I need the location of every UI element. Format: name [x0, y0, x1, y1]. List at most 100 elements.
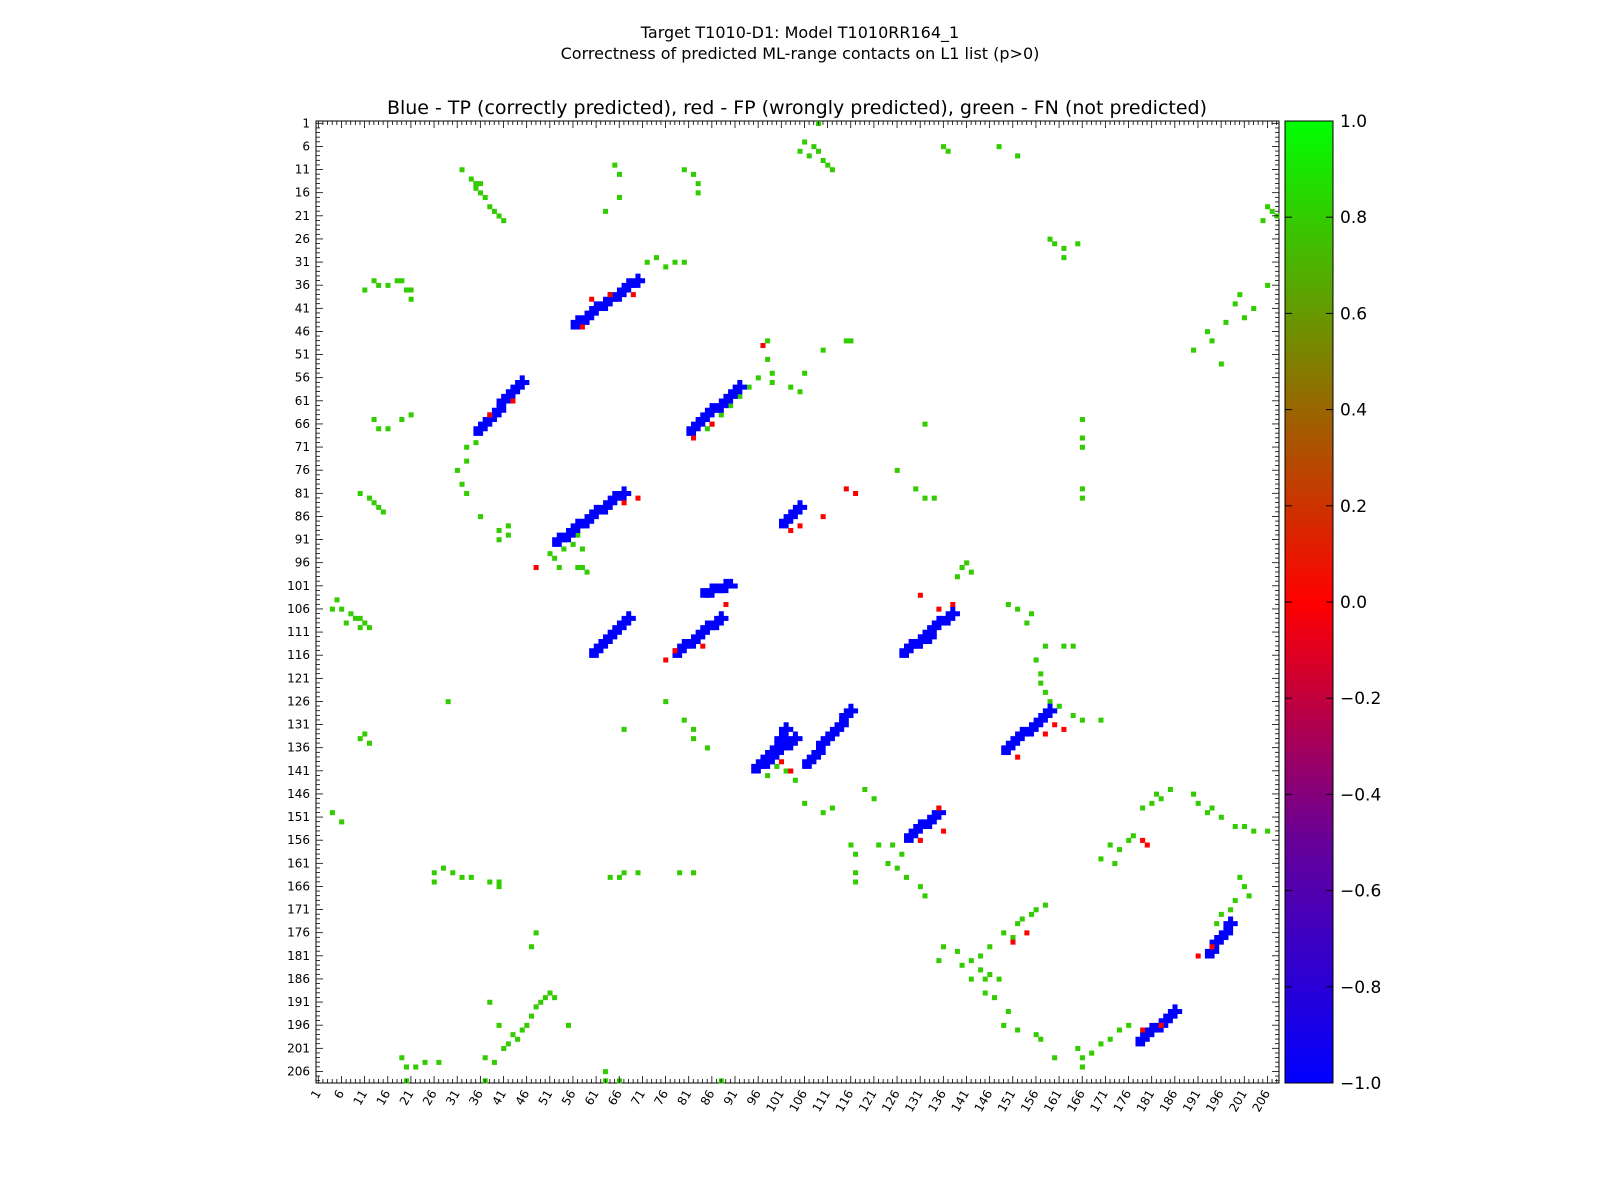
fp-cell [788, 528, 794, 534]
tp-cell [783, 740, 789, 746]
tp-cell [584, 319, 590, 325]
y-tick-label: 71 [295, 440, 310, 454]
tp-cell [737, 384, 743, 390]
tp-cell [1223, 935, 1229, 941]
tp-cell [941, 620, 947, 626]
fn-cell [677, 870, 683, 876]
fn-cell [399, 1055, 405, 1061]
tp-cell [612, 296, 618, 302]
fn-cell [399, 417, 405, 423]
tp-cell [519, 380, 525, 386]
fn-cell [376, 426, 382, 432]
fp-cell [691, 435, 697, 441]
tp-cell [700, 421, 706, 427]
tp-cell [714, 583, 720, 589]
tp-cell [1149, 1027, 1155, 1033]
y-tick-label: 171 [287, 903, 310, 917]
tp-cell [732, 389, 738, 395]
fn-cell [1042, 643, 1048, 649]
fn-cell [1079, 486, 1085, 492]
tp-cell [1214, 935, 1220, 941]
tp-cell [783, 745, 789, 751]
fn-cell [853, 879, 859, 885]
tp-cell [621, 491, 627, 497]
x-tick-label: 101 [763, 1088, 787, 1115]
fn-cell [1153, 791, 1160, 797]
tp-cell [630, 282, 636, 288]
tp-cell [1177, 1009, 1183, 1015]
tp-cell [672, 652, 678, 658]
fn-cell [681, 167, 687, 173]
fn-cell [339, 606, 345, 612]
fp-cell [589, 296, 595, 302]
fn-cell [329, 606, 335, 612]
fn-cell [408, 296, 414, 302]
fn-cell [890, 842, 896, 848]
tp-cell [589, 652, 595, 658]
colorbar-gradient [1284, 120, 1334, 1084]
fn-cell [533, 930, 539, 936]
tp-cell [496, 403, 502, 409]
tp-cell [1218, 939, 1224, 945]
fn-cell [769, 370, 775, 376]
tp-cell [1042, 717, 1048, 723]
x-tick-label: 41 [489, 1088, 509, 1108]
tp-cell [1223, 921, 1229, 927]
tp-cell [616, 296, 622, 302]
fn-cell [746, 384, 752, 390]
fn-cell [1033, 657, 1039, 663]
tp-cell [473, 426, 479, 432]
fn-cell [1089, 1050, 1095, 1056]
fn-cell [547, 990, 553, 996]
fn-cell [829, 805, 835, 811]
fn-cell [603, 208, 609, 214]
fn-cell [376, 282, 382, 288]
fn-cell [579, 565, 585, 571]
fn-cell [941, 144, 947, 150]
x-tick-label: 171 [1087, 1088, 1111, 1115]
tp-cell [765, 750, 771, 756]
tp-cell [691, 426, 697, 432]
fn-cell [348, 611, 354, 617]
tp-cell [903, 837, 910, 843]
tp-cell [922, 819, 928, 825]
tp-cell [607, 495, 613, 501]
tp-cell [709, 412, 715, 418]
fn-cell [681, 259, 687, 265]
y-tick-label: 31 [295, 255, 310, 269]
tp-cell [950, 615, 956, 621]
fn-cell [584, 569, 590, 575]
tp-cell [783, 523, 789, 529]
fn-cell [1107, 842, 1113, 848]
tp-cell [519, 375, 525, 381]
tp-cell [922, 639, 928, 645]
y-tick-label: 26 [295, 232, 310, 246]
tp-cell [626, 615, 632, 621]
tp-cell [1010, 745, 1016, 751]
fn-cell [487, 999, 493, 1005]
tp-cell [778, 731, 785, 737]
tp-cell [704, 417, 710, 423]
fn-cell [769, 380, 775, 386]
tp-cell [714, 620, 720, 626]
plot-area: 1611162126313641465156616671768186919610… [287, 116, 1280, 1115]
fn-cell [524, 1022, 530, 1028]
tp-cell [806, 754, 812, 760]
fn-cell [496, 879, 502, 885]
fn-cell [1140, 805, 1146, 811]
fn-cell [385, 426, 391, 432]
fn-cell [413, 1064, 419, 1070]
tp-cell [704, 625, 710, 631]
tp-cell [626, 620, 632, 626]
tp-cell [575, 315, 581, 321]
fn-cell [473, 181, 479, 187]
tp-cell [677, 652, 683, 658]
fn-cell [612, 162, 618, 168]
y-tick-label: 101 [287, 579, 310, 593]
fn-cell [1204, 329, 1210, 335]
tp-cell [853, 708, 859, 714]
fn-cell [820, 810, 826, 816]
fp-cell [533, 565, 539, 571]
fp-cell [1052, 722, 1058, 728]
fn-cell [431, 879, 437, 885]
